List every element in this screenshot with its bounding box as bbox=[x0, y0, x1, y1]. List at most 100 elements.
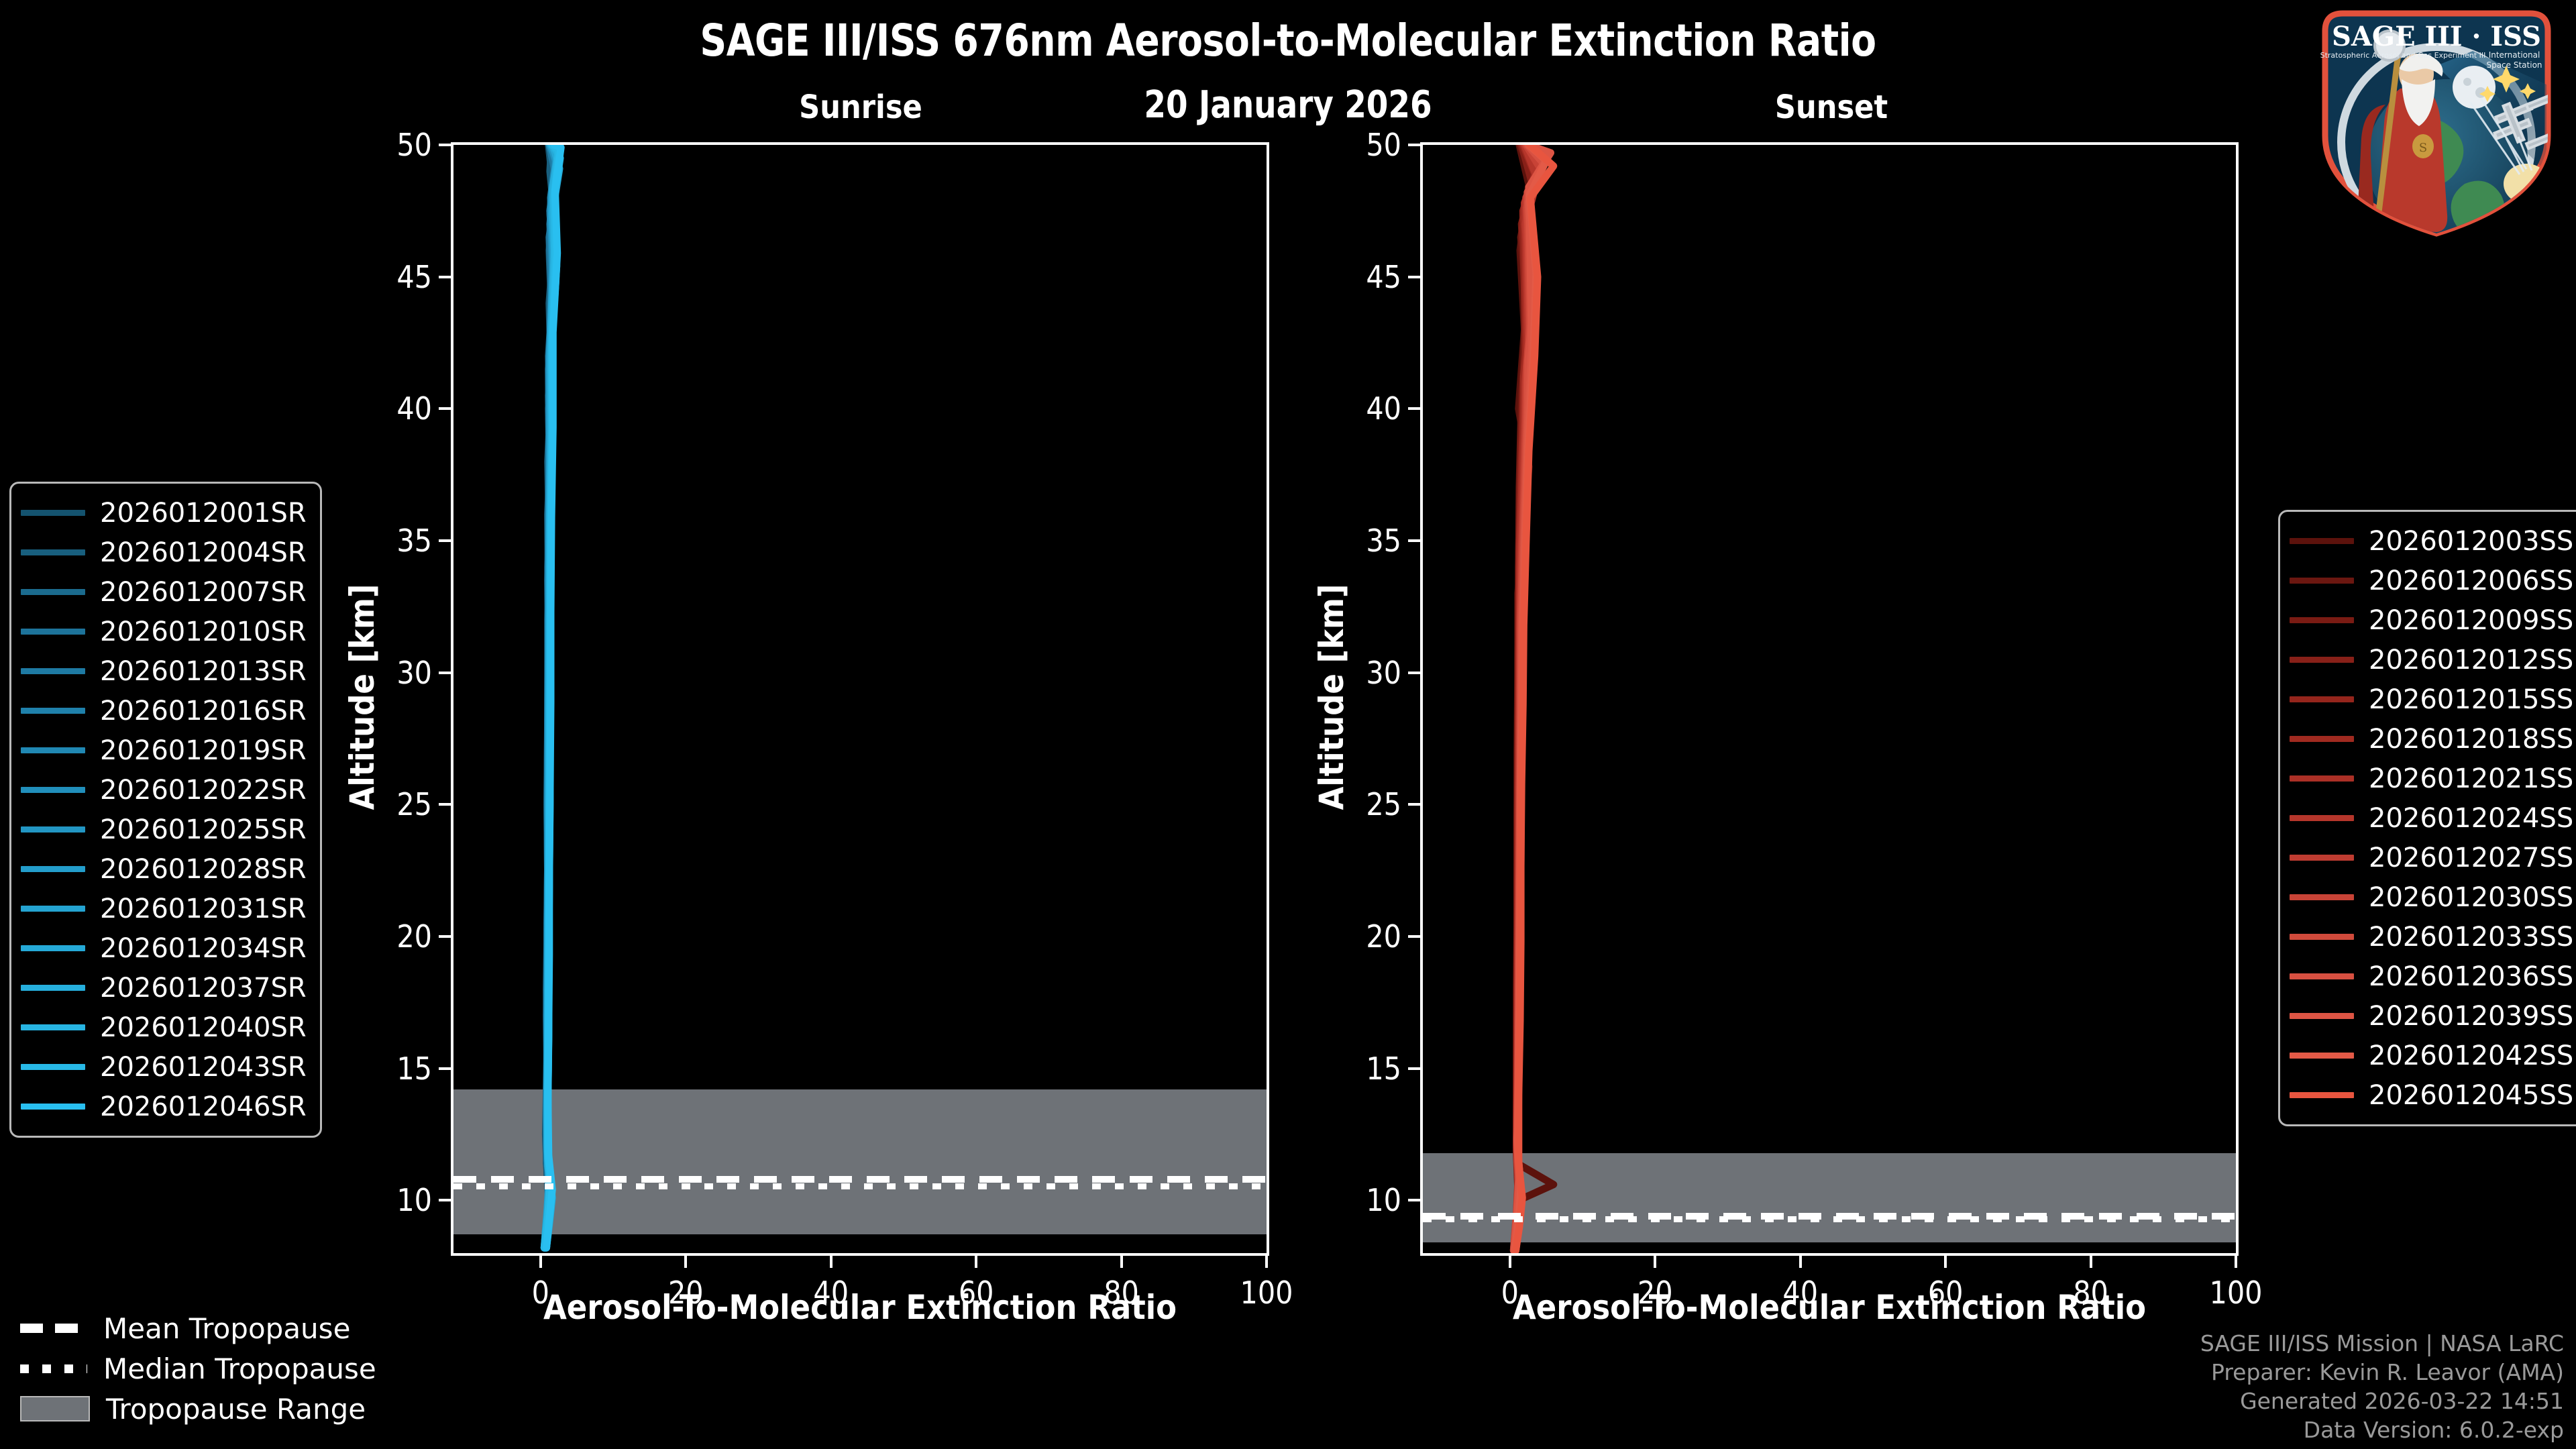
sunrise-legend-item[interactable]: 2026012040SR bbox=[21, 1008, 307, 1047]
legend-item-label: 2026012025SR bbox=[100, 814, 307, 845]
sunrise-legend-item[interactable]: 2026012025SR bbox=[21, 810, 307, 849]
sunset-legend-item[interactable]: 2026012030SS bbox=[2290, 877, 2573, 917]
tropopause-legend-label: Tropopause Range bbox=[106, 1392, 366, 1426]
sunrise-legend-item[interactable]: 2026012013SR bbox=[21, 651, 307, 691]
median-tropopause-line bbox=[453, 1183, 1267, 1189]
y-axis-tick bbox=[439, 1067, 453, 1070]
y-axis-tick bbox=[1408, 803, 1423, 806]
x-axis-tick-label: 0 bbox=[531, 1275, 550, 1311]
x-axis-tick-label: 0 bbox=[1501, 1275, 1519, 1311]
legend-color-swatch bbox=[2290, 894, 2354, 900]
sunset-legend-item[interactable]: 2026012006SS bbox=[2290, 561, 2573, 600]
legend-color-swatch bbox=[21, 1104, 85, 1110]
sunset-legend-item[interactable]: 2026012021SS bbox=[2290, 759, 2573, 798]
x-axis-tick bbox=[1944, 1253, 1947, 1268]
y-axis-tick-label: 50 bbox=[1366, 127, 1401, 163]
legend-color-swatch bbox=[21, 708, 85, 714]
sunrise-legend-item[interactable]: 2026012004SR bbox=[21, 533, 307, 572]
legend-color-swatch bbox=[21, 510, 85, 516]
sunset-legend-item[interactable]: 2026012045SS bbox=[2290, 1075, 2573, 1115]
sunset-legend-item[interactable]: 2026012003SS bbox=[2290, 521, 2573, 561]
sunrise-legend-item[interactable]: 2026012001SR bbox=[21, 493, 307, 533]
legend-color-swatch bbox=[21, 866, 85, 872]
y-axis-tick bbox=[1408, 1067, 1423, 1070]
y-axis-tick-label: 20 bbox=[1366, 918, 1401, 955]
legend-item-label: 2026012007SR bbox=[100, 576, 307, 608]
y-axis-tick-label: 10 bbox=[1366, 1182, 1401, 1219]
sunset-legend-item[interactable]: 2026012015SS bbox=[2290, 680, 2573, 719]
legend-item-label: 2026012012SS bbox=[2369, 644, 2574, 676]
sunset-legend-item[interactable]: 2026012009SS bbox=[2290, 600, 2573, 640]
sunrise-legend-item[interactable]: 2026012019SR bbox=[21, 731, 307, 770]
legend-item-label: 2026012021SS bbox=[2369, 763, 2574, 794]
x-axis-tick-label: 80 bbox=[1104, 1275, 1139, 1311]
y-axis-tick bbox=[1408, 1199, 1423, 1202]
y-axis-tick bbox=[439, 671, 453, 674]
sunrise-legend-item[interactable]: 2026012043SR bbox=[21, 1047, 307, 1087]
y-axis-tick-label: 35 bbox=[1366, 523, 1401, 559]
sunset-legend-item[interactable]: 2026012027SS bbox=[2290, 838, 2573, 877]
legend-color-swatch bbox=[21, 945, 85, 951]
tropopause-legend-item[interactable]: Mean Tropopause bbox=[20, 1308, 376, 1348]
sunrise-legend-item[interactable]: 2026012022SR bbox=[21, 770, 307, 810]
y-axis-tick-label: 30 bbox=[1366, 654, 1401, 691]
x-axis-tick bbox=[829, 1253, 833, 1268]
x-axis-tick-label: 60 bbox=[958, 1275, 994, 1311]
plot-sunrise: 10 15 20 25 30 35 40 45 50 0 20 40 60 80 100 bbox=[396, 127, 1293, 1311]
sunrise-legend-item[interactable]: 2026012010SR bbox=[21, 612, 307, 651]
y-axis-tick-label: 15 bbox=[1366, 1050, 1401, 1087]
y-axis-tick bbox=[439, 539, 453, 542]
profile-traces bbox=[1509, 145, 1558, 1253]
sunrise-legend-item[interactable]: 2026012034SR bbox=[21, 928, 307, 968]
x-axis-tick bbox=[684, 1253, 688, 1268]
legend-color-swatch bbox=[2290, 696, 2354, 702]
legend-sunrise: 2026012001SR 2026012004SR 2026012007SR 2026… bbox=[9, 482, 322, 1138]
legend-color-swatch bbox=[21, 906, 85, 912]
svg-text:S: S bbox=[2419, 141, 2427, 155]
sunrise-legend-item[interactable]: 2026012007SR bbox=[21, 572, 307, 612]
median-tropopause-line bbox=[1423, 1216, 2236, 1222]
sunset-legend-item[interactable]: 2026012036SS bbox=[2290, 957, 2573, 996]
legend-color-swatch bbox=[21, 629, 85, 635]
x-axis-tick bbox=[1120, 1253, 1123, 1268]
sunrise-legend-item[interactable]: 2026012031SR bbox=[21, 889, 307, 928]
legend-color-swatch bbox=[2290, 815, 2354, 821]
y-axis-tick-label: 20 bbox=[396, 918, 432, 955]
x-axis-tick-label: 60 bbox=[1927, 1275, 1964, 1311]
legend-color-swatch bbox=[21, 1024, 85, 1030]
sunset-legend-item[interactable]: 2026012024SS bbox=[2290, 798, 2573, 838]
y-axis-tick-label: 35 bbox=[396, 523, 432, 559]
sunset-legend-item[interactable]: 2026012018SS bbox=[2290, 719, 2573, 759]
legend-color-swatch bbox=[21, 747, 85, 753]
sunrise-legend-item[interactable]: 2026012046SR bbox=[21, 1087, 307, 1126]
legend-color-swatch bbox=[2290, 934, 2354, 940]
y-axis-tick bbox=[1408, 671, 1423, 674]
legend-color-swatch bbox=[2290, 736, 2354, 742]
legend-color-swatch bbox=[2290, 1092, 2354, 1098]
x-axis-tick-label: 40 bbox=[1782, 1275, 1819, 1311]
sunset-legend-item[interactable]: 2026012012SS bbox=[2290, 640, 2573, 680]
sunset-legend-item[interactable]: 2026012033SS bbox=[2290, 917, 2573, 957]
sunrise-legend-item[interactable]: 2026012037SR bbox=[21, 968, 307, 1008]
tropopause-range-swatch bbox=[20, 1396, 90, 1421]
tropopause-legend-item[interactable]: Median Tropopause bbox=[20, 1348, 376, 1389]
tropopause-range-band bbox=[1423, 1152, 2236, 1243]
legend-item-label: 2026012016SR bbox=[100, 695, 307, 727]
y-axis-tick bbox=[1408, 935, 1423, 938]
legend-tropopause: Mean Tropopause Median Tropopause Tropopau… bbox=[20, 1308, 376, 1429]
sunset-legend-item[interactable]: 2026012042SS bbox=[2290, 1036, 2573, 1075]
footer-line-preparer: Preparer: Kevin R. Leavor (AMA) bbox=[2211, 1359, 2564, 1386]
sunset-legend-item[interactable]: 2026012039SS bbox=[2290, 996, 2573, 1036]
tropopause-legend-item[interactable]: Tropopause Range bbox=[20, 1389, 376, 1429]
panel-title-sunset: Sunset bbox=[1774, 89, 1888, 126]
sunrise-legend-item[interactable]: 2026012016SR bbox=[21, 691, 307, 731]
tropopause-legend-label: Mean Tropopause bbox=[103, 1311, 351, 1345]
x-axis-tick-label: 100 bbox=[1240, 1275, 1293, 1311]
legend-item-label: 2026012037SR bbox=[100, 972, 307, 1004]
legend-item-label: 2026012034SR bbox=[100, 932, 307, 964]
legend-item-label: 2026012024SS bbox=[2369, 802, 2574, 834]
logo-subtitle-right-2: Space Station bbox=[2486, 60, 2542, 70]
sunrise-legend-item[interactable]: 2026012028SR bbox=[21, 849, 307, 889]
y-axis-tick-label: 25 bbox=[396, 786, 432, 823]
tropopause-legend-label: Median Tropopause bbox=[103, 1352, 376, 1385]
